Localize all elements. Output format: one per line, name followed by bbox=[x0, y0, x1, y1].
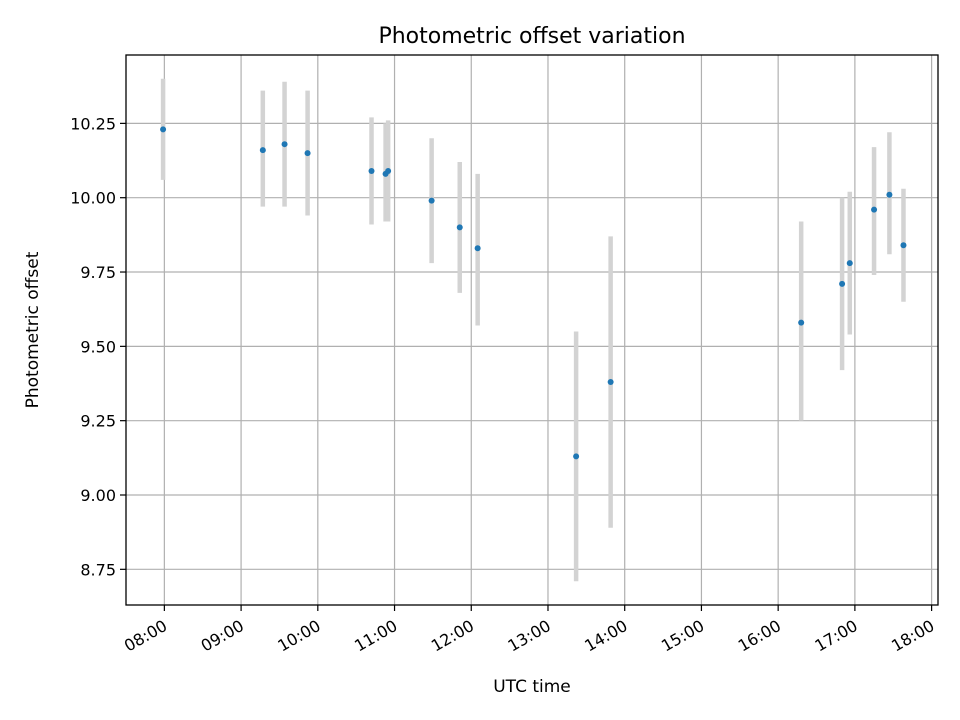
data-point bbox=[573, 453, 580, 460]
data-point bbox=[456, 224, 463, 231]
y-tick-label: 10.25 bbox=[70, 114, 116, 133]
y-tick-label: 9.50 bbox=[80, 337, 116, 356]
data-point bbox=[798, 319, 805, 326]
data-point bbox=[368, 167, 375, 174]
y-tick-label: 9.75 bbox=[80, 263, 116, 282]
data-point bbox=[428, 197, 435, 204]
y-tick-label: 9.25 bbox=[80, 412, 116, 431]
data-point bbox=[259, 147, 266, 154]
data-point bbox=[839, 280, 846, 287]
x-axis-label: UTC time bbox=[493, 677, 571, 697]
y-axis-label: Photometric offset bbox=[23, 251, 43, 408]
data-point bbox=[385, 167, 392, 174]
data-point bbox=[871, 206, 878, 213]
plot-frame bbox=[125, 54, 939, 606]
y-tick-label: 10.00 bbox=[70, 189, 116, 208]
data-point bbox=[474, 245, 481, 252]
data-point bbox=[846, 260, 853, 267]
y-axis-ticks: 8.75 9.00 9.25 9.50 9.75 10.00 10.25 bbox=[70, 114, 126, 579]
y-tick-label: 9.00 bbox=[80, 486, 116, 505]
data-point bbox=[281, 141, 288, 148]
y-tick-label: 8.75 bbox=[80, 560, 116, 579]
data-point bbox=[304, 150, 311, 157]
chart-title: Photometric offset variation bbox=[378, 24, 685, 49]
data-point bbox=[160, 126, 167, 133]
data-point bbox=[607, 379, 614, 386]
data-point bbox=[886, 191, 893, 198]
data-points bbox=[160, 126, 907, 460]
data-point bbox=[900, 242, 907, 249]
